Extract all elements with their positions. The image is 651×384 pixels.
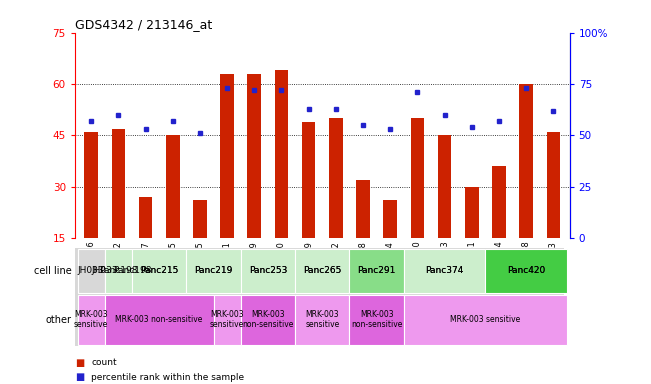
Text: ■: ■ <box>75 358 84 368</box>
Text: Panc420: Panc420 <box>507 266 546 275</box>
Bar <box>350 248 404 293</box>
Bar <box>437 136 451 238</box>
Bar <box>247 74 261 238</box>
Bar <box>105 248 132 293</box>
Bar <box>193 200 207 238</box>
Text: Panc253: Panc253 <box>249 266 287 275</box>
Text: JH033: JH033 <box>78 266 105 275</box>
Bar <box>241 295 295 344</box>
Text: GDS4342 / 213146_at: GDS4342 / 213146_at <box>75 18 212 31</box>
Bar <box>356 180 370 238</box>
Bar <box>105 295 214 344</box>
Text: Panc291: Panc291 <box>357 266 396 275</box>
Bar <box>404 248 486 293</box>
Bar <box>411 118 424 238</box>
Bar <box>329 118 342 238</box>
Bar <box>214 295 241 344</box>
Text: Panc265: Panc265 <box>303 266 341 275</box>
Text: percentile rank within the sample: percentile rank within the sample <box>91 372 244 382</box>
Text: Panc198: Panc198 <box>113 266 151 275</box>
Text: Panc215: Panc215 <box>140 266 178 275</box>
Text: MRK-003
sensitive: MRK-003 sensitive <box>210 310 244 329</box>
Text: cell line: cell line <box>34 266 72 276</box>
Bar <box>492 166 506 238</box>
Bar <box>220 74 234 238</box>
Bar <box>350 295 404 344</box>
Bar <box>186 248 241 293</box>
Text: Panc265: Panc265 <box>303 266 341 275</box>
Bar <box>77 295 105 344</box>
Bar <box>486 248 567 293</box>
Text: Panc291: Panc291 <box>357 266 396 275</box>
Bar <box>85 132 98 238</box>
Bar <box>465 187 478 238</box>
Bar <box>166 136 180 238</box>
Bar <box>404 295 567 344</box>
Bar <box>241 248 295 293</box>
Text: Panc198: Panc198 <box>99 266 137 275</box>
Text: MRK-003 sensitive: MRK-003 sensitive <box>450 315 521 324</box>
Text: ■: ■ <box>75 372 84 382</box>
Text: Panc253: Panc253 <box>249 266 287 275</box>
Bar <box>302 122 316 238</box>
Bar <box>111 129 125 238</box>
Text: count: count <box>91 358 117 367</box>
Bar <box>132 248 186 293</box>
Bar <box>519 84 533 238</box>
Bar <box>295 248 350 293</box>
Text: MRK-003
non-sensitive: MRK-003 non-sensitive <box>242 310 294 329</box>
Bar <box>383 200 397 238</box>
Text: Panc374: Panc374 <box>425 266 464 275</box>
Text: JH033: JH033 <box>91 266 118 275</box>
Text: Panc215: Panc215 <box>140 266 178 275</box>
Text: Panc374: Panc374 <box>425 266 464 275</box>
Bar <box>77 248 105 293</box>
Text: Panc219: Panc219 <box>194 266 232 275</box>
Text: Panc420: Panc420 <box>507 266 546 275</box>
Text: MRK-003 non-sensitive: MRK-003 non-sensitive <box>115 315 203 324</box>
Bar <box>275 70 288 238</box>
Text: MRK-003
sensitive: MRK-003 sensitive <box>305 310 339 329</box>
Bar <box>547 132 560 238</box>
Text: MRK-003
sensitive: MRK-003 sensitive <box>74 310 108 329</box>
Bar <box>139 197 152 238</box>
Text: MRK-003
non-sensitive: MRK-003 non-sensitive <box>351 310 402 329</box>
Text: Panc219: Panc219 <box>194 266 232 275</box>
Bar <box>295 295 350 344</box>
Text: other: other <box>46 314 72 325</box>
